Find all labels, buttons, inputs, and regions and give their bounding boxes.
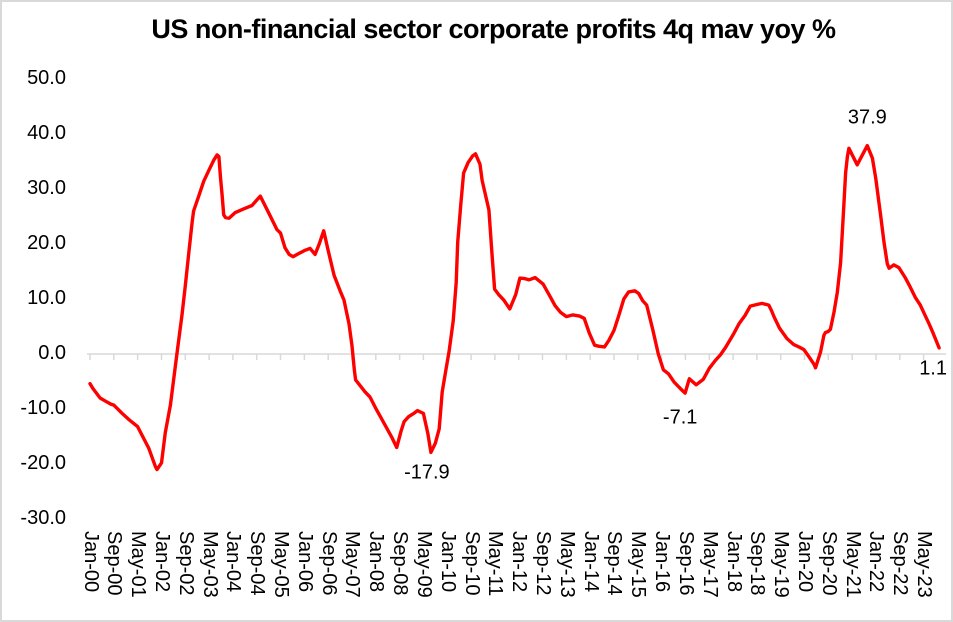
- y-axis-label: 50.0: [27, 67, 66, 89]
- x-axis-label: Jan-18: [722, 531, 745, 593]
- x-axis-label: Sep-22: [889, 531, 912, 596]
- x-axis-label: May-05: [270, 531, 293, 598]
- y-axis-label: 0.0: [38, 342, 66, 364]
- data-label: -17.9: [404, 461, 450, 484]
- x-axis-label: Jan-12: [508, 531, 531, 593]
- x-axis-label: Sep-02: [174, 531, 197, 596]
- x-axis-label: Jan-02: [150, 531, 173, 593]
- x-axis-ticks: [89, 354, 925, 360]
- x-axis-label: Jan-04: [222, 531, 245, 593]
- profit-series-line: [88, 143, 941, 472]
- y-axis-label: 30.0: [27, 177, 66, 199]
- x-axis-label: Sep-12: [532, 531, 555, 596]
- y-axis-label: -20.0: [20, 452, 66, 474]
- data-label: 1.1: [919, 357, 947, 380]
- x-axis-label: Sep-14: [603, 531, 626, 596]
- x-axis-label: May-09: [412, 531, 435, 598]
- x-axis-label: Sep-18: [746, 531, 769, 596]
- x-axis-label: Sep-08: [389, 531, 412, 596]
- y-axis-label: -10.0: [20, 397, 66, 419]
- x-axis-label: Sep-16: [674, 531, 697, 596]
- x-axis-label: Jan-08: [365, 531, 388, 593]
- x-axis-label: Sep-10: [460, 531, 483, 596]
- x-axis-label: Jan-00: [79, 531, 102, 593]
- x-axis-label: May-19: [770, 531, 793, 598]
- x-axis-label: May-03: [198, 531, 221, 598]
- y-axis-label: 40.0: [27, 122, 66, 144]
- x-axis-label: May-17: [698, 531, 721, 598]
- x-axis-label: May-21: [841, 531, 864, 598]
- x-axis-label: Jan-14: [579, 531, 602, 593]
- x-axis-label: Sep-20: [817, 531, 840, 596]
- x-axis-label: May-01: [127, 531, 150, 598]
- x-axis-label: Sep-06: [317, 531, 340, 596]
- x-axis-label: May-23: [913, 531, 936, 598]
- data-label: -7.1: [662, 406, 698, 429]
- x-axis-label: Jan-20: [794, 531, 817, 593]
- data-label: 37.9: [847, 106, 887, 129]
- chart-title: US non-financial sector corporate profit…: [151, 14, 836, 44]
- y-axis-label: 10.0: [27, 287, 66, 309]
- x-axis-label: Jan-16: [651, 531, 674, 593]
- y-axis-label: -30.0: [20, 507, 66, 529]
- x-axis-label: Sep-04: [246, 531, 269, 596]
- x-axis-label: Jan-06: [293, 531, 316, 593]
- x-axis-label: May-13: [555, 531, 578, 598]
- x-axis-label: May-07: [341, 531, 364, 598]
- x-axis-label: May-11: [484, 531, 507, 597]
- x-axis-label: Jan-22: [865, 531, 888, 593]
- y-axis-label: 20.0: [27, 232, 66, 254]
- x-axis-label: May-15: [627, 531, 650, 598]
- x-axis-label: Sep-00: [103, 531, 126, 596]
- x-axis-label: Jan-10: [436, 531, 459, 593]
